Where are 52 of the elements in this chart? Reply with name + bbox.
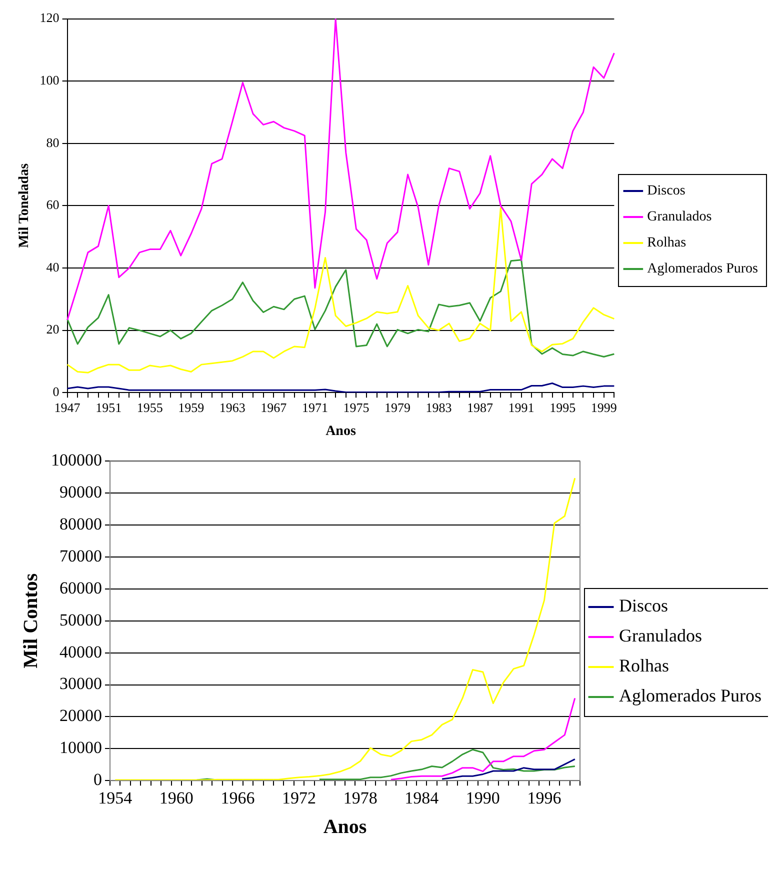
legend-label: Rolhas [619, 656, 670, 676]
y-tick-label: 30000 [60, 674, 102, 694]
y-tick-label: 100000 [51, 450, 102, 470]
x-tick-label: 1947 [54, 400, 81, 415]
x-tick-label: 1999 [590, 400, 617, 415]
y-tick-label: 120 [40, 10, 60, 26]
x-tick-label: 1966 [220, 788, 255, 808]
y-tick-label: 40000 [60, 642, 102, 662]
y-tick-label: 0 [94, 770, 102, 790]
x-tick-label: 1954 [98, 788, 133, 808]
legend-label: Discos [619, 596, 668, 616]
y-axis-title: Mil Contos [20, 573, 42, 668]
y-tick-label: 20000 [60, 706, 102, 726]
x-tick-label: 1996 [527, 788, 562, 808]
legend-label: Rolhas [647, 236, 686, 251]
x-tick-label: 1984 [404, 788, 440, 808]
x-tick-label: 1990 [466, 788, 500, 808]
y-tick-label: 100 [40, 72, 60, 88]
x-axis-title: Anos [323, 816, 367, 838]
y-tick-label: 90000 [60, 482, 102, 502]
y-tick-label: 80000 [60, 514, 102, 534]
y-tick-label: 50000 [60, 610, 102, 630]
y-axis-title: Mil Toneladas [17, 162, 32, 248]
x-tick-label: 1967 [260, 400, 288, 415]
legend-label: Aglomerados Puros [647, 262, 758, 277]
legend-label: Aglomerados Puros [619, 686, 762, 706]
y-tick-label: 20 [46, 322, 60, 337]
x-tick-label: 1960 [159, 788, 194, 808]
y-tick-label: 40 [46, 259, 60, 274]
x-tick-label: 1975 [343, 400, 370, 415]
y-tick-label: 80 [46, 134, 60, 150]
y-tick-label: 60000 [60, 578, 102, 598]
legend-label: Granulados [647, 210, 712, 225]
x-axis-title: Anos [326, 424, 356, 440]
y-tick-label: 60 [46, 197, 60, 212]
x-tick-label: 1959 [178, 400, 204, 415]
x-tick-label: 1987 [467, 400, 494, 415]
x-tick-label: 1972 [282, 788, 316, 808]
y-tick-label: 0 [52, 384, 60, 400]
x-tick-label: 1979 [384, 400, 410, 415]
x-tick-label: 1983 [426, 400, 452, 415]
x-tick-label: 1971 [302, 400, 328, 415]
x-tick-label: 1978 [343, 788, 378, 808]
y-tick-label: 10000 [60, 738, 102, 758]
x-tick-label: 1963 [219, 400, 246, 415]
x-tick-label: 1951 [96, 400, 122, 415]
legend-label: Granulados [619, 626, 702, 646]
x-tick-label: 1995 [550, 400, 576, 415]
x-tick-label: 1955 [136, 400, 163, 415]
y-tick-label: 70000 [60, 546, 102, 566]
legend-label: Discos [647, 184, 686, 199]
x-tick-label: 1991 [508, 400, 534, 415]
